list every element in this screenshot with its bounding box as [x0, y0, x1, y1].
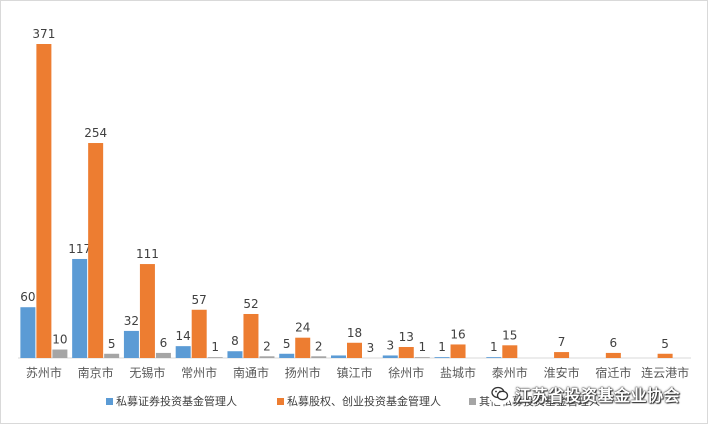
- bar-1: [72, 258, 88, 358]
- data-label: 254: [84, 126, 107, 140]
- data-label: 52: [243, 297, 258, 311]
- x-tick-label: 宿迁市: [595, 365, 631, 380]
- data-label: 1: [211, 340, 219, 354]
- bar-2: [243, 313, 259, 358]
- data-label: 15: [502, 328, 517, 342]
- bar-2: [605, 352, 621, 358]
- data-label: 1: [438, 340, 446, 354]
- x-tick-label: 南京市: [78, 365, 114, 380]
- bar-1: [279, 353, 295, 358]
- x-tick-label: 淮安市: [544, 365, 580, 380]
- bar-1: [20, 307, 36, 358]
- data-label: 14: [176, 329, 191, 343]
- data-label: 18: [347, 326, 362, 340]
- data-label: 6: [160, 336, 168, 350]
- data-label: 8: [231, 334, 239, 348]
- watermark: 江苏省投资基金业协会: [489, 381, 689, 407]
- bar-2: [657, 353, 673, 358]
- data-label: 5: [661, 337, 669, 351]
- bar-2: [347, 342, 362, 358]
- data-label: 32: [124, 314, 139, 328]
- bar-3: [104, 353, 120, 358]
- x-tick-label: 苏州市: [26, 365, 62, 380]
- x-tick-label: 南通市: [233, 365, 269, 380]
- legend-label: 私募证券投资基金管理人: [116, 394, 237, 408]
- bar-3: [311, 356, 327, 358]
- bar-2: [36, 44, 52, 358]
- data-label: 24: [295, 321, 310, 335]
- bar-3: [52, 349, 68, 358]
- bar-1: [486, 357, 502, 358]
- data-label: 16: [450, 327, 465, 341]
- bar-3: [414, 357, 430, 358]
- bar-2: [450, 344, 466, 358]
- data-label: 111: [136, 247, 159, 261]
- x-tick-label: 无锡市: [129, 365, 165, 380]
- bar-3: [207, 357, 223, 358]
- bar-2: [191, 309, 207, 358]
- x-tick-label: 盐城市: [440, 365, 476, 380]
- legend-label: 私募股权、创业投资基金管理人: [287, 394, 441, 408]
- data-label: 57: [192, 293, 207, 307]
- legend-swatch: [277, 398, 284, 405]
- data-label: 3: [367, 341, 375, 355]
- data-label: 5: [283, 337, 291, 351]
- bar-1: [382, 355, 398, 358]
- data-label: 1: [490, 340, 498, 354]
- wechat-icon: [489, 383, 511, 405]
- watermark-text: 江苏省投资基金业协会: [515, 386, 681, 405]
- bar-2: [295, 337, 311, 358]
- legend-swatch: [469, 398, 476, 405]
- legend-swatch: [106, 398, 113, 405]
- data-label: 371: [32, 27, 55, 41]
- data-label: 2: [315, 339, 323, 353]
- x-tick-label: 连云港市: [641, 365, 689, 380]
- bar-2: [139, 264, 155, 358]
- x-tick-label: 徐州市: [388, 365, 424, 380]
- bar-1: [331, 355, 346, 358]
- data-label: 5: [108, 337, 116, 351]
- bar-2: [398, 346, 414, 358]
- data-label: 60: [20, 290, 35, 304]
- bar-2: [502, 345, 518, 358]
- data-label: 10: [52, 333, 67, 347]
- bar-3: [155, 352, 171, 358]
- bar-1: [227, 351, 243, 358]
- data-label: 2: [263, 339, 271, 353]
- x-tick-label: 镇江市: [336, 365, 372, 380]
- data-label: 7: [558, 335, 566, 349]
- data-label: 117: [68, 242, 91, 256]
- data-label: 3: [386, 338, 394, 352]
- data-label: 13: [399, 330, 414, 344]
- x-tick-label: 常州市: [181, 365, 217, 380]
- bar-2: [554, 352, 570, 358]
- data-label: 6: [610, 336, 618, 350]
- bar-1: [123, 330, 139, 358]
- x-tick-label: 扬州市: [285, 365, 321, 380]
- bar-2: [88, 143, 104, 358]
- bar-1: [434, 357, 450, 358]
- x-tick-label: 泰州市: [492, 365, 528, 380]
- bar-1: [175, 346, 191, 358]
- data-label: 1: [418, 340, 426, 354]
- bar-3: [259, 356, 275, 358]
